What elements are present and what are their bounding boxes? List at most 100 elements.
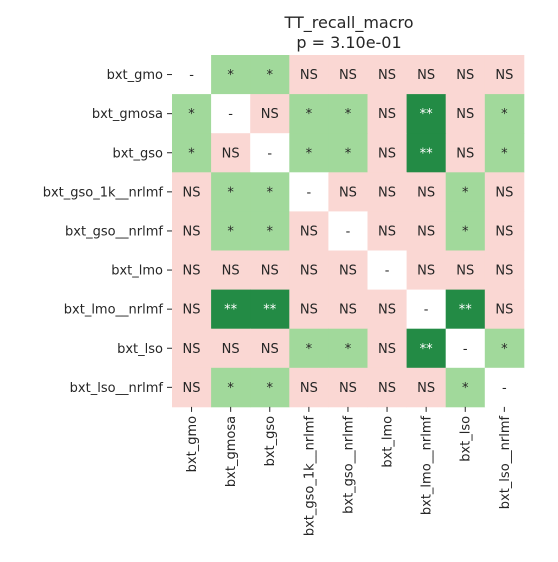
- heatmap-cell: [484, 211, 525, 251]
- heatmap-cell: [367, 328, 407, 369]
- heatmap-cell: [445, 367, 486, 408]
- y-tick-label: bxt_gmo: [107, 68, 163, 83]
- heatmap-cell: [250, 328, 290, 369]
- y-tick-label: bxt_lmo__nrlmf: [64, 303, 164, 318]
- heatmap-cell: [289, 172, 329, 212]
- heatmap-cell: [211, 211, 251, 251]
- cell-label: NS: [417, 185, 435, 200]
- heatmap-cell: [172, 289, 212, 330]
- heatmap-cell: [289, 55, 329, 95]
- cell-label: *: [227, 224, 234, 239]
- heatmap-cell: [406, 211, 447, 251]
- heatmap-cell: [289, 133, 329, 173]
- x-tick-label: bxt_lmo__nrlmf: [420, 415, 435, 515]
- cell-label: NS: [378, 342, 396, 357]
- heatmap-cell: [406, 328, 447, 369]
- cell-label: *: [345, 107, 352, 122]
- cell-label: *: [267, 185, 274, 200]
- cell-label: NS: [456, 107, 474, 122]
- heatmap-cell: [289, 94, 329, 134]
- cell-label: *: [306, 342, 313, 357]
- cell-label: *: [227, 381, 234, 396]
- heatmap-cell: [211, 172, 251, 212]
- heatmap-cell: [484, 289, 525, 330]
- cell-label: *: [267, 224, 274, 239]
- cell-label: *: [462, 185, 469, 200]
- heatmap-cell: [211, 250, 251, 290]
- cell-label: NS: [378, 185, 396, 200]
- heatmap-cell: [406, 172, 447, 212]
- cell-label: *: [267, 381, 274, 396]
- heatmap-cell: [445, 94, 486, 134]
- cell-label: -: [424, 303, 429, 318]
- heatmap-cell: [484, 367, 525, 408]
- cell-label: **: [420, 342, 434, 357]
- heatmap-cell: [406, 133, 447, 173]
- cell-label: NS: [339, 303, 357, 318]
- heatmap-cell: [211, 289, 251, 330]
- heatmap-cell: [445, 211, 486, 251]
- y-tick-label: bxt_lso__nrlmf: [70, 381, 164, 396]
- heatmap-cell: [250, 367, 290, 408]
- heatmap-cell: [328, 289, 368, 330]
- cell-label: *: [462, 224, 469, 239]
- cell-label: *: [188, 107, 195, 122]
- heatmap-cell: [367, 250, 407, 290]
- cell-label: NS: [300, 68, 318, 83]
- heatmap-cell: [367, 172, 407, 212]
- x-tick-labels: bxt_gmo bxt_gmosa bxt_gso bxt_gso_1k__nrlmf…: [185, 406, 513, 536]
- cell-label: NS: [378, 303, 396, 318]
- heatmap-cell: [250, 94, 290, 134]
- cell-label: NS: [222, 264, 240, 279]
- heatmap-cell: [211, 328, 251, 369]
- cell-label: NS: [300, 381, 318, 396]
- x-tick-label: bxt_lso__nrlmf: [498, 415, 513, 509]
- cell-label: NS: [378, 146, 396, 161]
- cell-label: *: [501, 342, 508, 357]
- cell-label: **: [459, 303, 473, 318]
- cell-label: NS: [261, 342, 279, 357]
- y-tick-labels: bxt_gmo bxt_gmosa bxt_gso bxt_gso_1k__nrlmf…: [43, 68, 172, 396]
- heatmap-cell: [367, 94, 407, 134]
- heatmap-cell: [406, 289, 447, 330]
- heatmap-cell: [367, 133, 407, 173]
- heatmap-cell: [484, 55, 525, 95]
- heatmap-cell: [211, 94, 251, 134]
- heatmap-cell: [445, 172, 486, 212]
- heatmap-cell: [328, 172, 368, 212]
- cell-label: *: [188, 146, 195, 161]
- heatmap-cell: [406, 55, 447, 95]
- cell-label: NS: [378, 381, 396, 396]
- heatmap-cell: [172, 94, 212, 134]
- cell-label: NS: [495, 224, 513, 239]
- cell-label: *: [501, 146, 508, 161]
- heatmap-cell: [250, 289, 290, 330]
- heatmap-cell: [172, 367, 212, 408]
- y-tick-label: bxt_gso: [112, 146, 163, 161]
- cell-label: *: [501, 107, 508, 122]
- cell-label: *: [462, 381, 469, 396]
- y-tick-label: bxt_gso_1k__nrlmf: [43, 185, 164, 200]
- heatmap-cell: [367, 367, 407, 408]
- heatmap-cell: [211, 367, 251, 408]
- cell-label: NS: [495, 264, 513, 279]
- cell-label: NS: [339, 381, 357, 396]
- cell-label: NS: [456, 264, 474, 279]
- heatmap-cell: [289, 289, 329, 330]
- cell-label: NS: [417, 381, 435, 396]
- cell-label: **: [420, 107, 434, 122]
- heatmap-cell: [328, 211, 368, 251]
- cell-label: **: [420, 146, 434, 161]
- cell-label: NS: [378, 224, 396, 239]
- cell-label: NS: [339, 185, 357, 200]
- cell-label: NS: [456, 68, 474, 83]
- y-tick-label: bxt_lso: [117, 342, 163, 357]
- heatmap-cell: [172, 250, 212, 290]
- cell-label: NS: [300, 264, 318, 279]
- cell-label: NS: [495, 68, 513, 83]
- cell-label: NS: [378, 107, 396, 122]
- heatmap-cell: [445, 289, 486, 330]
- heatmap-cell: [445, 133, 486, 173]
- chart-title: TT_recall_macro: [283, 13, 413, 33]
